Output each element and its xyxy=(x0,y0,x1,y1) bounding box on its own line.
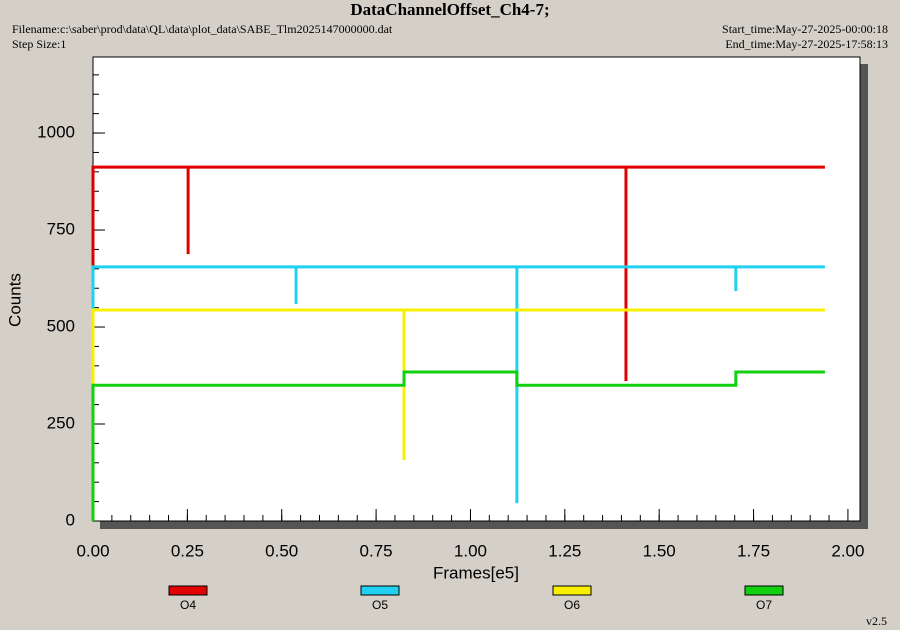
start-time: Start_time:May-27-2025-00:00:18 xyxy=(722,22,888,36)
x-tick-label: 2.00 xyxy=(831,541,864,560)
x-tick-label: 1.75 xyxy=(737,541,770,560)
x-tick-label: 0.75 xyxy=(360,541,393,560)
series-line xyxy=(91,370,825,521)
x-tick-label: 0.25 xyxy=(171,541,204,560)
legend-swatch xyxy=(168,585,208,596)
x-tick-label: 0.00 xyxy=(76,541,109,560)
y-tick-label: 1000 xyxy=(37,123,75,142)
x-tick-label: 1.25 xyxy=(548,541,581,560)
legend-label: O4 xyxy=(180,598,196,612)
y-tick-label: 250 xyxy=(47,413,75,432)
version: v2.5 xyxy=(866,614,887,628)
y-tick-label: 500 xyxy=(47,317,75,336)
plot-area xyxy=(92,56,861,522)
legend-label: O5 xyxy=(372,598,388,612)
chart-title: DataChannelOffset_Ch4-7; xyxy=(350,0,549,19)
y-tick-label: 750 xyxy=(47,220,75,239)
y-axis-label: Counts xyxy=(5,273,24,327)
end-time: End_time:May-27-2025-17:58:13 xyxy=(725,37,888,51)
x-tick-label: 1.50 xyxy=(643,541,676,560)
legend-swatch xyxy=(360,585,400,596)
step-size: Step Size:1 xyxy=(12,37,66,51)
y-tick-label: 0 xyxy=(66,510,75,529)
legend-label: O6 xyxy=(564,598,580,612)
legend-label: O7 xyxy=(756,598,772,612)
x-axis-label: Frames[e5] xyxy=(433,563,519,582)
legend-swatch xyxy=(552,585,592,596)
filename: Filename:c:\saber\prod\data\QL\data\plot… xyxy=(12,22,393,36)
x-tick-label: 1.00 xyxy=(454,541,487,560)
legend-swatch xyxy=(744,585,784,596)
series-line xyxy=(91,165,825,521)
x-tick-label: 0.50 xyxy=(265,541,298,560)
